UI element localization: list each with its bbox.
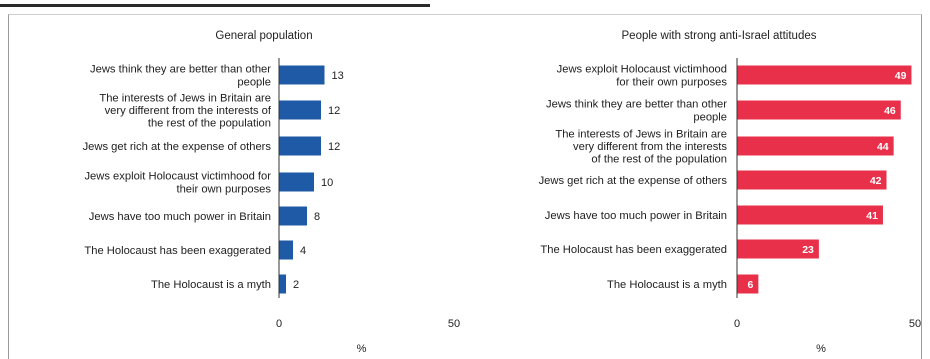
category-label: Jews think they are better than other peo… bbox=[90, 64, 271, 89]
bar bbox=[737, 274, 759, 294]
data-label: 42 bbox=[870, 175, 882, 187]
category-label: Jews get rich at the expense of others bbox=[83, 141, 272, 153]
chart-frame bbox=[8, 14, 922, 359]
category-label: Jews exploit Holocaust victimhood for the… bbox=[84, 171, 271, 196]
bar bbox=[737, 205, 883, 225]
x-tick-label: 0 bbox=[276, 318, 282, 330]
data-label: 49 bbox=[895, 70, 907, 82]
bar bbox=[279, 136, 321, 156]
category-label: The Holocaust has been exaggerated bbox=[540, 244, 727, 256]
data-label: 6 bbox=[748, 279, 754, 291]
data-label: 46 bbox=[884, 105, 896, 117]
category-label: Jews exploit Holocaust victimhood for the… bbox=[557, 64, 728, 89]
x-tick-label: 50 bbox=[448, 318, 460, 330]
data-label: 4 bbox=[300, 245, 306, 257]
category-label: The Holocaust is a myth bbox=[607, 279, 727, 291]
bar bbox=[279, 172, 314, 192]
bar bbox=[279, 274, 286, 294]
chart-anti-israel-attitudes: People with strong anti-Israel attitudes… bbox=[539, 30, 922, 355]
bar bbox=[279, 65, 325, 85]
data-label: 41 bbox=[866, 210, 878, 222]
bar bbox=[737, 100, 901, 120]
x-axis-label: % bbox=[357, 343, 367, 355]
bar bbox=[737, 136, 894, 156]
x-tick-label: 50 bbox=[909, 318, 921, 330]
bar bbox=[279, 240, 293, 260]
category-label: Jews think they are better than other peo… bbox=[546, 99, 727, 124]
data-label: 23 bbox=[802, 244, 814, 256]
chart-title: General population bbox=[215, 30, 312, 42]
chart-title: People with strong anti-Israel attitudes bbox=[622, 30, 817, 42]
category-label: The interests of Jews in Britain are very… bbox=[555, 128, 727, 165]
bar bbox=[737, 239, 819, 259]
bar bbox=[737, 65, 912, 85]
data-label: 12 bbox=[328, 105, 340, 117]
category-label: Jews have too much power in Britain bbox=[89, 211, 271, 223]
header-rule bbox=[0, 4, 430, 7]
bar bbox=[279, 100, 321, 120]
data-label: 44 bbox=[877, 141, 889, 153]
x-axis-label: % bbox=[816, 343, 826, 355]
category-label: The Holocaust has been exaggerated bbox=[84, 245, 271, 257]
bar bbox=[737, 170, 887, 190]
data-label: 13 bbox=[332, 70, 344, 82]
data-label: 2 bbox=[293, 279, 299, 291]
bar bbox=[279, 206, 307, 226]
category-label: The Holocaust is a myth bbox=[151, 279, 271, 291]
data-label: 8 bbox=[314, 211, 320, 223]
chart-general-population: General population Jews think they are b… bbox=[83, 30, 461, 355]
category-label: Jews have too much power in Britain bbox=[545, 210, 727, 222]
category-label: The interests of Jews in Britain are very… bbox=[99, 92, 272, 129]
x-tick-label: 0 bbox=[734, 318, 740, 330]
data-label: 10 bbox=[321, 177, 333, 189]
category-label: Jews get rich at the expense of others bbox=[539, 175, 728, 187]
data-label: 12 bbox=[328, 141, 340, 153]
